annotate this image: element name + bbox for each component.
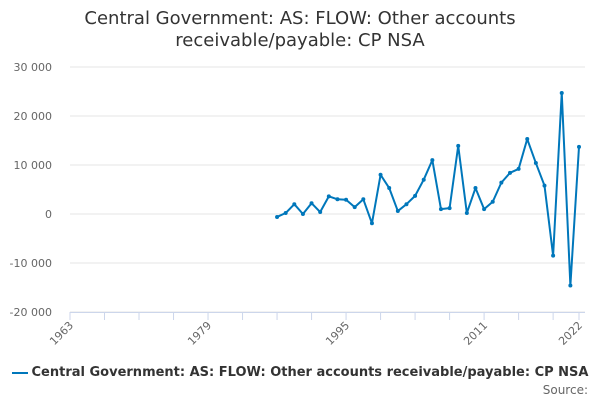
data-point bbox=[525, 137, 530, 142]
data-point bbox=[300, 212, 305, 216]
data-point bbox=[404, 202, 409, 207]
data-point bbox=[344, 197, 349, 202]
y-tick-label: -10 000 bbox=[10, 257, 52, 270]
legend[interactable]: Central Government: AS: FLOW: Other acco… bbox=[0, 365, 600, 380]
data-point bbox=[559, 90, 564, 95]
data-point bbox=[275, 214, 280, 219]
data-point bbox=[430, 158, 435, 163]
y-tick-label: -20 000 bbox=[10, 306, 52, 319]
data-point bbox=[283, 211, 288, 216]
data-point bbox=[335, 197, 340, 202]
data-point bbox=[507, 170, 512, 175]
data-point bbox=[447, 206, 452, 211]
legend-label: Central Government: AS: FLOW: Other acco… bbox=[31, 365, 589, 380]
legend-swatch bbox=[11, 371, 28, 374]
data-point bbox=[456, 143, 461, 148]
data-point bbox=[421, 177, 426, 182]
chart-title: Central Government: AS: FLOW: Other acco… bbox=[84, 8, 516, 51]
data-point bbox=[542, 183, 547, 188]
x-tick-label: 1963 bbox=[47, 319, 76, 348]
data-point bbox=[318, 210, 323, 215]
data-point bbox=[464, 211, 469, 216]
data-point bbox=[568, 283, 573, 288]
y-tick-label: 10 000 bbox=[14, 159, 53, 172]
data-point bbox=[387, 186, 392, 191]
data-point bbox=[326, 194, 331, 199]
data-point bbox=[395, 209, 400, 214]
data-point bbox=[577, 144, 581, 149]
data-point bbox=[473, 186, 478, 191]
x-tick-label: 2022 bbox=[556, 319, 585, 348]
x-tick-label: 1995 bbox=[323, 319, 352, 348]
data-point bbox=[482, 207, 487, 212]
data-point bbox=[369, 221, 374, 226]
data-point bbox=[551, 253, 556, 258]
data-point bbox=[438, 207, 443, 212]
y-tick-label: 30 000 bbox=[14, 61, 53, 74]
data-point bbox=[413, 193, 418, 198]
data-point bbox=[378, 172, 383, 177]
data-point bbox=[309, 201, 314, 206]
y-tick-label: 0 bbox=[45, 208, 52, 221]
data-point bbox=[361, 197, 366, 202]
source-label: Source: bbox=[542, 383, 588, 397]
data-point bbox=[490, 199, 495, 204]
x-tick-label: 2011 bbox=[461, 319, 490, 348]
data-point bbox=[533, 161, 538, 166]
data-point bbox=[352, 205, 357, 210]
data-point bbox=[499, 180, 504, 185]
y-tick-label: 20 000 bbox=[14, 110, 53, 123]
x-tick-label: 1979 bbox=[185, 319, 214, 348]
data-point bbox=[516, 166, 521, 171]
data-point bbox=[292, 202, 297, 207]
series-line bbox=[276, 91, 580, 287]
